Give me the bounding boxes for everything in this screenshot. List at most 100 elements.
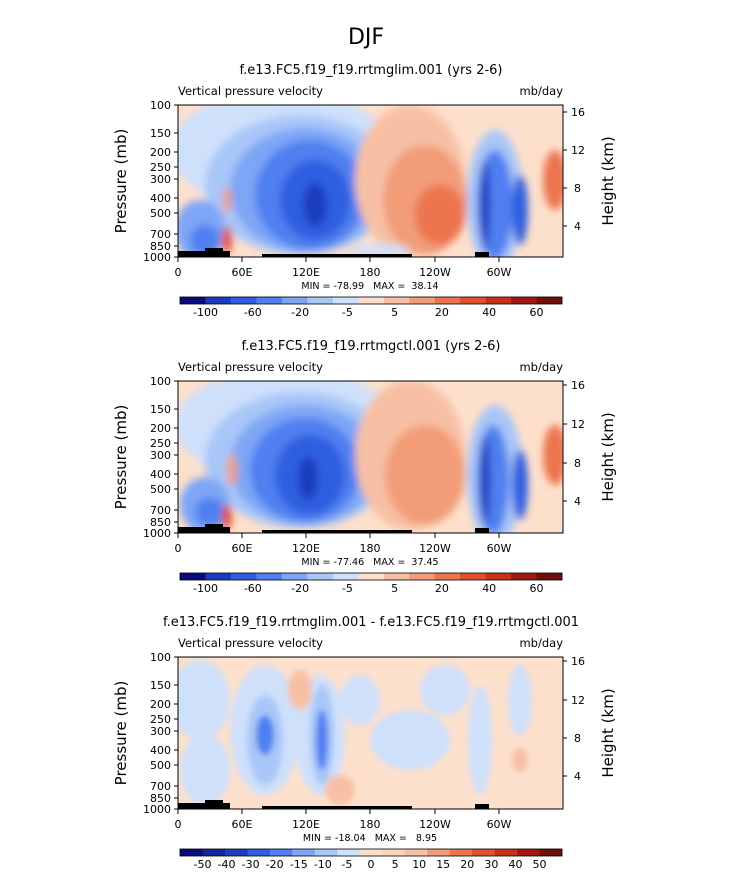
colorbar-swatch — [511, 297, 537, 304]
colorbar-swatch — [205, 297, 232, 304]
colorbar-frame — [179, 296, 563, 305]
colorbar-frame — [179, 848, 563, 857]
colorbar-label: -40 — [218, 858, 236, 871]
colorbar-swatch — [409, 573, 435, 580]
colorbar-swatch — [281, 573, 308, 580]
colorbar-swatch — [180, 297, 206, 304]
colorbar-label: 20 — [460, 858, 474, 871]
p3-xtick: 60E — [232, 818, 253, 831]
colorbar-label: -20 — [266, 858, 284, 871]
panel-2-title: f.e13.FC5.f19_f19.rrtmgctl.001 (yrs 2-6) — [242, 339, 501, 354]
p1-ytick: 150 — [150, 127, 171, 140]
p1-ytick: 200 — [150, 146, 171, 159]
colorbar-swatch — [485, 297, 512, 304]
colorbar-swatch — [536, 573, 563, 580]
p1-xtick: 0 — [175, 266, 182, 279]
p1-ytick: 1000 — [143, 251, 171, 264]
p1-y2tick: 12 — [571, 144, 585, 157]
p1-xtick: 60W — [487, 266, 512, 279]
colorbar-swatch — [383, 297, 410, 304]
colorbar-swatch — [511, 573, 537, 580]
p3-ylabel: Pressure (mb) — [112, 681, 130, 786]
p3-ytick: 850 — [150, 792, 171, 805]
colorbar-frame — [179, 572, 563, 581]
colorbar-swatch — [332, 573, 359, 580]
panel-2-axes: 100 150 200 250 300 400 500 700 850 1000… — [112, 375, 617, 555]
colorbar-swatch — [409, 297, 435, 304]
p3-y2tick: 4 — [574, 770, 581, 783]
colorbar-swatch — [180, 573, 206, 580]
p1-xtick: 120W — [419, 266, 451, 279]
p3-y2tick: 8 — [574, 732, 581, 745]
colorbar-label: -30 — [242, 858, 260, 871]
p3-ytick: 200 — [150, 698, 171, 711]
p1-ylabel: Pressure (mb) — [112, 129, 130, 234]
panel-2-stats: MIN = -77.46 MAX = 37.45 — [301, 557, 438, 568]
p2-xtick: 120W — [419, 542, 451, 555]
p3-y2tick: 16 — [571, 655, 585, 668]
colorbar-swatch — [485, 573, 512, 580]
p2-ytick: 500 — [150, 483, 171, 496]
colorbar-swatch — [494, 849, 518, 856]
p1-ytick: 850 — [150, 240, 171, 253]
colorbar-swatch — [358, 297, 385, 304]
colorbar-swatch — [307, 297, 334, 304]
colorbar-label: 10 — [412, 858, 426, 871]
colorbar-swatch — [205, 573, 232, 580]
p2-xtick: 120E — [292, 542, 320, 555]
colorbar-label: 5 — [391, 306, 398, 319]
panel-3-left-label: Vertical pressure velocity — [178, 636, 323, 650]
p2-ytick: 700 — [150, 504, 171, 517]
p1-xtick: 120E — [292, 266, 320, 279]
panel-1-stats: MIN = -78.99 MAX = 38.14 — [301, 281, 438, 292]
p2-y2tick: 4 — [574, 495, 581, 508]
panel-3: f.e13.FC5.f19_f19.rrtmglim.001 - f.e13.F… — [112, 615, 617, 871]
colorbar-label: -5 — [342, 582, 353, 595]
colorbar-swatch — [460, 297, 486, 304]
panel-3-colorbar: -50 -40 -30 -20 -15 -10 -5 0 5 10 15 20 30 40 50 — [179, 848, 563, 871]
panel-2-right-label: mb/day — [519, 360, 563, 374]
p3-y2label: Height (km) — [599, 688, 617, 777]
panel-3-title: f.e13.FC5.f19_f19.rrtmglim.001 - f.e13.F… — [163, 615, 579, 630]
colorbar-label: -15 — [290, 858, 308, 871]
colorbar-swatch — [202, 849, 226, 856]
colorbar-label: -100 — [193, 306, 218, 319]
colorbar-swatch — [247, 849, 271, 856]
p2-y2tick: 16 — [571, 379, 585, 392]
p2-ytick: 100 — [150, 375, 171, 388]
colorbar-swatch — [230, 573, 257, 580]
p1-y2tick: 16 — [571, 106, 585, 119]
p2-y2tick: 12 — [571, 418, 585, 431]
p2-ytick: 1000 — [143, 527, 171, 540]
p2-ytick: 200 — [150, 422, 171, 435]
colorbar-swatch — [460, 573, 486, 580]
p2-xtick: 60E — [232, 542, 253, 555]
panel-3-stats: MIN = -18.04 MAX = 8.95 — [303, 833, 437, 844]
colorbar-swatch — [539, 849, 563, 856]
colorbar-swatch — [383, 573, 410, 580]
colorbar-swatch — [404, 849, 428, 856]
p2-ytick: 400 — [150, 468, 171, 481]
colorbar-swatch — [434, 297, 461, 304]
colorbar-swatch — [256, 573, 283, 580]
colorbar-label: 60 — [530, 582, 544, 595]
colorbar-swatch — [314, 849, 338, 856]
p1-xtick: 60E — [232, 266, 253, 279]
p1-y2tick: 8 — [574, 182, 581, 195]
p2-ylabel: Pressure (mb) — [112, 405, 130, 510]
p3-ytick: 700 — [150, 780, 171, 793]
colorbar-swatch — [358, 573, 385, 580]
colorbar-label: 40 — [482, 582, 496, 595]
colorbar-label: 15 — [436, 858, 450, 871]
colorbar-label: -20 — [291, 582, 309, 595]
colorbar-label: -100 — [193, 582, 218, 595]
p3-ytick: 100 — [150, 651, 171, 664]
p3-ytick: 400 — [150, 744, 171, 757]
p1-y2tick: 4 — [574, 220, 581, 233]
colorbar-label: -60 — [244, 582, 262, 595]
p3-xtick: 180 — [360, 818, 381, 831]
colorbar-swatch — [517, 849, 540, 856]
colorbar-swatch — [292, 849, 316, 856]
panel-2-colorbar: -100 -60 -20 -5 5 20 40 60 — [179, 572, 563, 595]
p1-y2label: Height (km) — [599, 136, 617, 225]
